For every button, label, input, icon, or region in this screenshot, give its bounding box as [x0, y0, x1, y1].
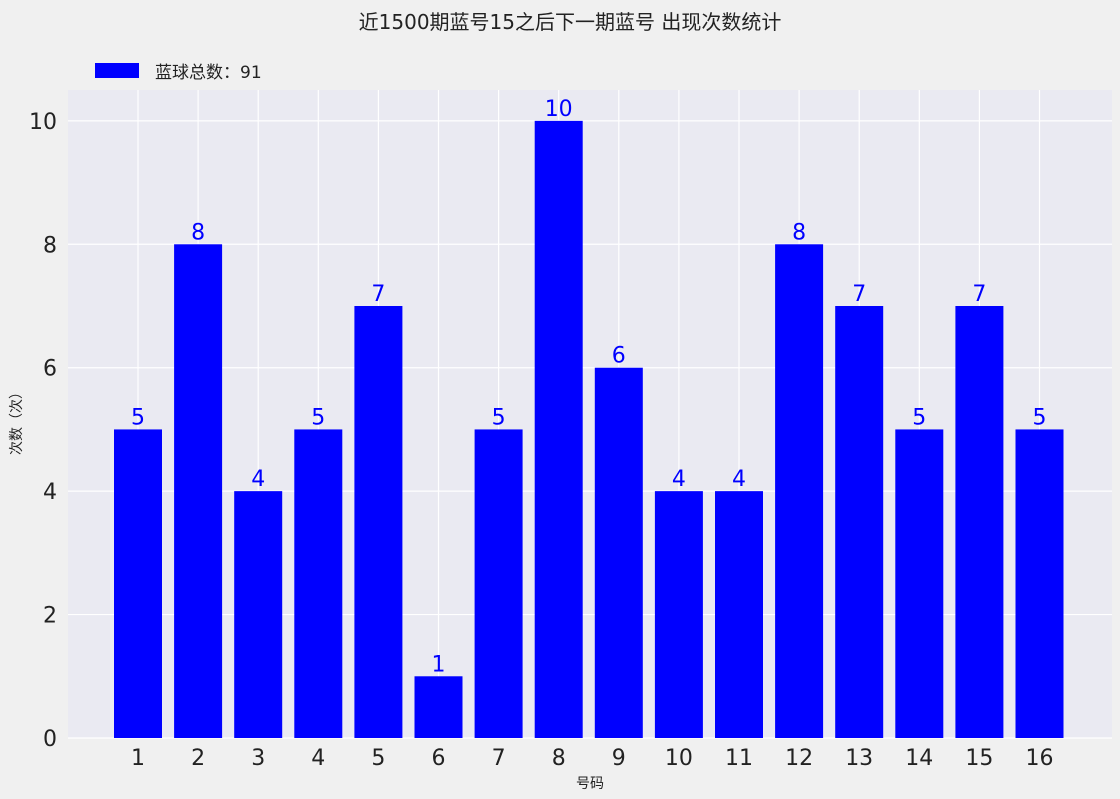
legend-label: 蓝球总数：91 [155, 63, 262, 83]
data-labels-group: 5 8 4 5 7 1 5 10 6 4 4 8 7 5 7 5 [131, 97, 1047, 677]
bar-3 [234, 491, 283, 738]
y-tick-label: 0 [43, 727, 57, 752]
y-axis-label: 次数（次） [9, 385, 25, 455]
data-label-5: 7 [371, 282, 385, 307]
data-label-6: 1 [432, 652, 446, 677]
bars-group [114, 120, 1064, 739]
x-tick-label-10: 10 [665, 746, 693, 771]
bar-9 [594, 367, 643, 738]
bar-12 [775, 244, 824, 739]
x-tick-label-2: 2 [191, 746, 205, 771]
x-axis-label: 号码 [576, 776, 604, 792]
data-label-11: 4 [732, 467, 746, 492]
y-tick-labels: 0 2 4 6 8 10 [29, 110, 57, 752]
legend-swatch [95, 63, 139, 78]
x-tick-label-11: 11 [725, 746, 753, 771]
data-label-15: 7 [972, 282, 986, 307]
legend: 蓝球总数：91 [95, 63, 262, 83]
bar-8 [534, 120, 583, 739]
x-tick-label-4: 4 [311, 746, 325, 771]
x-tick-label-13: 13 [845, 746, 873, 771]
x-tick-labels: 1 2 3 4 5 6 7 8 9 10 11 12 13 14 15 16 [131, 746, 1054, 771]
x-tick-label-16: 16 [1026, 746, 1054, 771]
bar-4 [294, 429, 343, 738]
bar-11 [715, 491, 763, 738]
data-label-8: 10 [545, 97, 573, 122]
x-tick-label-7: 7 [492, 746, 506, 771]
bar-1 [114, 429, 162, 738]
chart-title: 近1500期蓝号15之后下一期蓝号 出现次数统计 [359, 10, 782, 34]
data-label-2: 8 [191, 220, 205, 245]
x-tick-label-14: 14 [905, 746, 933, 771]
x-tick-label-1: 1 [131, 746, 145, 771]
data-label-3: 4 [251, 467, 265, 492]
bar-16 [1015, 429, 1064, 738]
bar-14 [895, 429, 944, 738]
y-tick-label: 10 [29, 110, 57, 135]
data-label-9: 6 [612, 344, 626, 369]
data-label-12: 8 [792, 220, 806, 245]
y-tick-label: 4 [43, 480, 57, 505]
data-label-16: 5 [1033, 405, 1047, 430]
bar-15 [955, 306, 1004, 738]
x-tick-label-6: 6 [432, 746, 446, 771]
x-tick-label-5: 5 [371, 746, 385, 771]
y-tick-label: 2 [43, 604, 57, 629]
x-tick-label-8: 8 [552, 746, 566, 771]
data-label-4: 5 [311, 405, 325, 430]
y-tick-label: 8 [43, 233, 57, 258]
data-label-1: 5 [131, 405, 145, 430]
x-tick-label-9: 9 [612, 746, 626, 771]
x-tick-label-12: 12 [785, 746, 813, 771]
bar-6 [414, 676, 463, 738]
data-label-13: 7 [852, 282, 866, 307]
bar-2 [174, 244, 223, 739]
y-tick-label: 6 [43, 357, 57, 382]
bar-13 [835, 306, 884, 738]
bar-5 [354, 306, 403, 738]
data-label-7: 5 [492, 405, 506, 430]
data-label-14: 5 [912, 405, 926, 430]
data-label-10: 4 [672, 467, 686, 492]
x-tick-label-3: 3 [251, 746, 265, 771]
bar-7 [474, 429, 523, 738]
bar-10 [654, 491, 703, 738]
x-tick-label-15: 15 [965, 746, 993, 771]
